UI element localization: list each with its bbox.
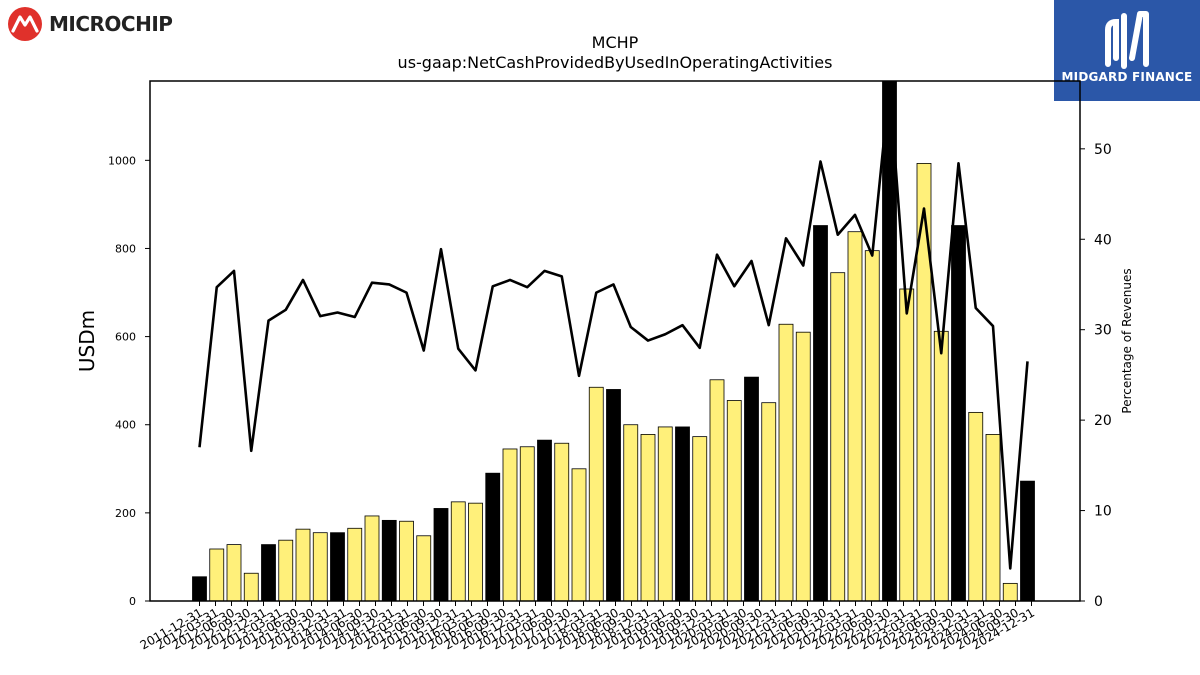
y2-tick-label: 50	[1094, 142, 1112, 158]
bar-2020-09-30	[795, 331, 811, 602]
bar-2022-12-31	[951, 225, 966, 602]
microchip-logo: MICROCHIP	[4, 4, 174, 44]
bar-2021-09-30	[864, 250, 880, 602]
bar-2019-06-30	[709, 379, 725, 602]
bar-2012-12-31	[261, 544, 276, 602]
bar-2015-06-30	[433, 508, 449, 602]
y-tick-label: 400	[115, 419, 136, 432]
bar-2022-03-31	[899, 288, 915, 602]
bar-2021-03-31	[830, 272, 846, 602]
y2-tick-label: 40	[1094, 232, 1112, 248]
bar-2014-06-30	[364, 515, 380, 602]
bar-2013-03-31	[278, 539, 294, 602]
microchip-logo-text: MICROCHIP	[49, 12, 173, 36]
bar-2019-09-30	[726, 400, 742, 602]
midgard-finance-logo-text: MIDGARD FINANCE	[1061, 70, 1193, 84]
bar-2015-03-31	[416, 535, 432, 602]
bar-2018-12-31	[675, 426, 690, 602]
bar-2011-12-31	[192, 576, 207, 602]
y-tick-label: 1000	[108, 154, 136, 167]
chart-title: MCHP	[592, 33, 639, 52]
bar-2012-06-30	[226, 544, 242, 602]
bar-2018-09-30	[657, 426, 673, 602]
percentage-line	[198, 84, 1029, 570]
bar-2018-06-30	[640, 434, 656, 602]
bar-2023-03-31	[968, 411, 984, 602]
y-tick-label: 600	[115, 331, 136, 344]
bar-2020-06-30	[778, 323, 794, 602]
bar-2016-06-30	[502, 448, 518, 602]
bar-2016-12-31	[537, 439, 552, 602]
bar-2017-12-31	[606, 389, 621, 602]
axes: 02004006008001000010203040502011-12-3120…	[108, 80, 1112, 652]
bar-2022-06-30	[916, 163, 932, 602]
line-layer	[198, 84, 1029, 570]
y-axis-label: USDm	[75, 310, 99, 372]
y2-axis-label: Percentage of Revenues	[1120, 268, 1134, 413]
bar-2020-03-31	[761, 402, 777, 602]
chart-subtitle: us-gaap:NetCashProvidedByUsedInOperating…	[398, 53, 833, 72]
bar-2019-12-31	[744, 376, 759, 602]
bar-2017-09-30	[588, 386, 604, 602]
y2-tick-label: 10	[1094, 504, 1112, 520]
y2-tick-label: 20	[1094, 413, 1112, 429]
y-tick-label: 200	[115, 507, 136, 520]
midgard-m-icon	[1105, 11, 1149, 69]
bar-2014-09-30	[381, 519, 397, 602]
y2-tick-label: 0	[1094, 594, 1103, 610]
bar-2020-12-31	[813, 225, 828, 602]
bar-2017-06-30	[571, 468, 587, 602]
bar-2016-09-30	[519, 446, 535, 602]
y-tick-label: 0	[129, 595, 136, 608]
y-tick-label: 800	[115, 242, 136, 255]
bar-2013-12-31	[330, 532, 345, 602]
bar-2013-09-30	[312, 532, 328, 602]
bar-2016-03-31	[485, 472, 501, 602]
bar-2023-12-31	[1020, 480, 1035, 602]
bar-2014-03-31	[347, 527, 363, 602]
bar-2013-06-30	[295, 528, 311, 602]
bar-2014-12-31	[399, 520, 414, 602]
bar-2022-09-30	[933, 330, 949, 602]
bar-2015-12-31	[468, 502, 483, 602]
bar-2023-09-30	[1002, 582, 1018, 602]
bar-2012-09-30	[243, 572, 259, 602]
bar-2018-03-31	[623, 424, 639, 602]
bar-2017-03-31	[554, 442, 570, 602]
y2-tick-label: 30	[1094, 323, 1112, 339]
bar-2023-06-30	[985, 434, 1001, 602]
bar-2021-06-30	[847, 231, 863, 602]
bar-2019-03-31	[692, 436, 708, 602]
microchip-swirl-icon	[8, 7, 42, 41]
bars	[192, 80, 1035, 602]
bar-2012-03-31	[209, 548, 225, 602]
midgard-finance-logo: MIDGARD FINANCE	[1054, 0, 1200, 101]
bar-2015-09-30	[450, 501, 466, 602]
